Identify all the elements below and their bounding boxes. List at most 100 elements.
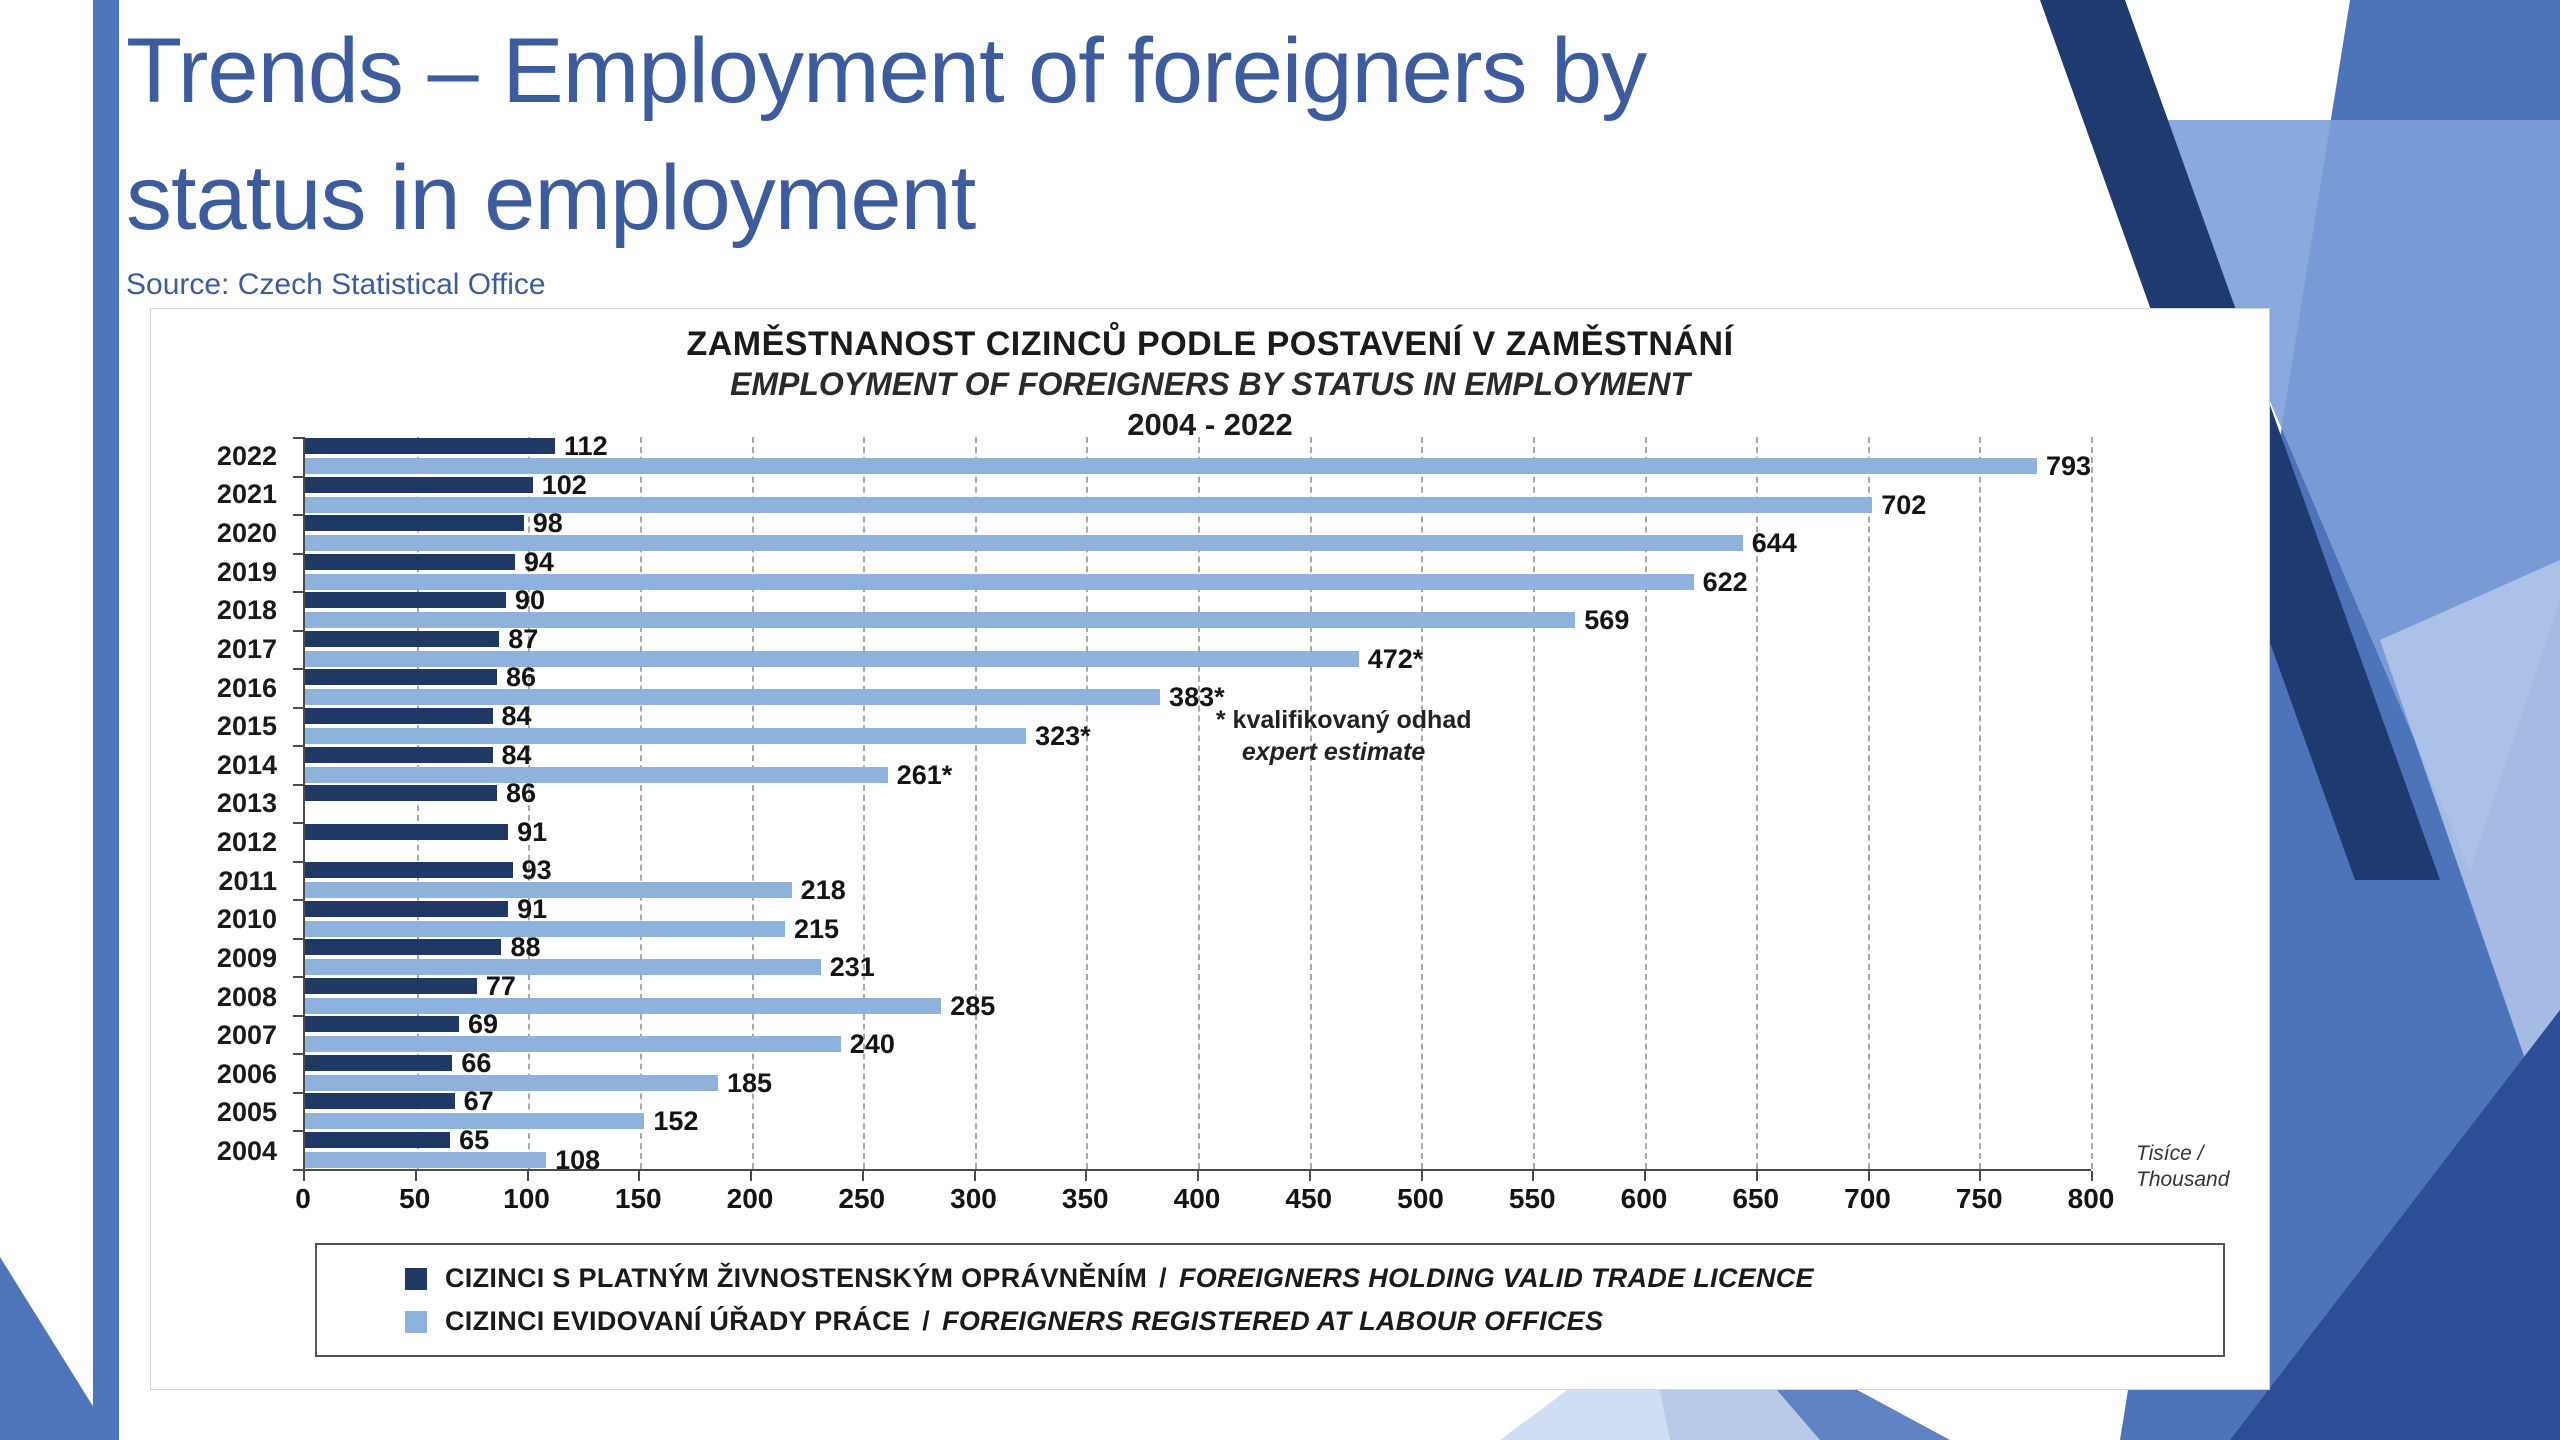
- year-label: 2020: [216, 518, 277, 549]
- x-tick-label: 600: [1620, 1183, 1668, 1214]
- legend-label-english: FOREIGNERS REGISTERED AT LABOUR OFFICES: [942, 1306, 1604, 1336]
- bar-line-registered: 261*: [305, 761, 2091, 788]
- y-axis-tick: [293, 783, 305, 786]
- bar: [305, 707, 493, 724]
- y-axis-tick: [293, 552, 305, 555]
- year-row: 69 240: [305, 1009, 2091, 1058]
- bar: [305, 977, 477, 994]
- bar: [305, 1113, 645, 1130]
- bar: [305, 496, 1873, 513]
- annotation-czech: * kvalifikovaný odhad: [1215, 706, 1472, 735]
- year-row: 88 231: [305, 934, 2091, 981]
- bar: [305, 476, 533, 493]
- year-row: 86 383*: [305, 662, 2091, 711]
- bar-line-trade: 102: [305, 471, 2091, 498]
- year-label: 2012: [216, 827, 277, 858]
- bar-value-label: 86: [505, 662, 537, 693]
- year-label: 2005: [216, 1097, 277, 1128]
- x-tick-label: 400: [1173, 1183, 1221, 1214]
- x-tick-label: 300: [950, 1183, 997, 1214]
- bar: [305, 727, 1027, 744]
- bar: [305, 785, 497, 802]
- bar-value-label: 94: [523, 546, 554, 577]
- y-axis-tick: [293, 475, 305, 478]
- x-axis-tick: [1979, 1171, 1982, 1181]
- bar-value-label: 66: [461, 1047, 492, 1078]
- bar-line-trade: 90: [305, 587, 2091, 614]
- bar: [305, 1093, 455, 1110]
- x-axis-tick: [1532, 1171, 1535, 1181]
- gridline: [751, 437, 754, 1169]
- bar-value-label: 323*: [1035, 720, 1091, 751]
- year-row: 84 323*: [305, 702, 2091, 751]
- x-tick-label: 250: [838, 1183, 886, 1214]
- gridline: [1421, 437, 1424, 1169]
- bar-line-trade: 66: [305, 1047, 2091, 1078]
- y-axis-tick: [293, 514, 305, 517]
- gridline: [1532, 437, 1535, 1169]
- y-axis-tick: [293, 976, 305, 979]
- bar-line-registered: 215: [305, 915, 2091, 942]
- y-axis-tick: [293, 1130, 305, 1133]
- bar: [305, 669, 497, 686]
- bar: [305, 1016, 460, 1033]
- bar-line-registered: 383*: [305, 684, 2091, 711]
- year-label: 2011: [218, 865, 277, 896]
- bar-line-registered: 231: [305, 954, 2091, 981]
- legend-separator: /: [1159, 1263, 1167, 1293]
- page-title-line-2: status in employment: [126, 146, 976, 249]
- year-row: 84 261*: [305, 739, 2091, 788]
- bar: [305, 1054, 453, 1071]
- x-axis-tick: [750, 1171, 752, 1181]
- y-axis-tick: [293, 1091, 305, 1094]
- chart-title-period: 2004 - 2022: [1127, 407, 1293, 442]
- x-tick-label: 500: [1397, 1183, 1444, 1214]
- x-axis-tick: [861, 1171, 864, 1181]
- bar: [305, 573, 1694, 590]
- year-label: 2013: [216, 788, 277, 819]
- bar: [305, 553, 515, 570]
- gridline: [1086, 437, 1089, 1169]
- year-row: 65 108: [305, 1126, 2091, 1173]
- legend-swatch: [405, 1267, 427, 1290]
- x-tick-label: 350: [1061, 1183, 1109, 1214]
- bar: [305, 515, 524, 532]
- year-label: 2015: [216, 711, 277, 742]
- bar-line-registered: 622: [305, 568, 2091, 595]
- page-title: Trends – Employment of foreigners by sta…: [126, 8, 1926, 262]
- bar-line-trade: 87: [305, 625, 2091, 652]
- gridline: [1979, 437, 1982, 1169]
- year-label: 2017: [216, 633, 277, 664]
- x-tick-label: 200: [726, 1183, 774, 1214]
- x-tick-label: 150: [614, 1183, 662, 1214]
- bar-line-registered: 285: [305, 992, 2091, 1019]
- year-row: 87 472*: [305, 625, 2091, 672]
- gridline: [1309, 437, 1312, 1169]
- axis-unit-czech: Tisíce /: [2136, 1142, 2204, 1165]
- year-row: 91: [305, 818, 2091, 861]
- y-axis-tick: [293, 822, 305, 825]
- deco-left-strip: [93, 0, 119, 1440]
- year-row: 112 793: [305, 433, 2091, 480]
- x-axis-tick: [2091, 1171, 2093, 1181]
- year-label: 2019: [216, 556, 277, 587]
- x-axis: 0 50 100 150 200 250 300 350 400 450 500 550 600 650 7…: [295, 1171, 2114, 1219]
- bar-line-trade: 98: [305, 510, 2091, 537]
- bar-value-label: 67: [463, 1086, 494, 1117]
- bar-value-label: 77: [485, 970, 516, 1001]
- x-axis-tick: [638, 1171, 641, 1181]
- bar-value-label: 84: [501, 739, 532, 770]
- bar-line-registered: 108: [305, 1146, 2091, 1173]
- x-axis-tick: [303, 1171, 305, 1181]
- bar-value-label: 69: [468, 1009, 499, 1040]
- bar-rows: 112 793 102 702 98 644 94 622 90 569 87 472* 86 383* 8…: [305, 433, 2091, 1173]
- chart-legend: CIZINCI S PLATNÝM ŽIVNOSTENSKÝM OPRÁVNĚN…: [315, 1243, 2225, 1357]
- x-axis-tick: [1420, 1171, 1423, 1181]
- year-label: 2008: [216, 981, 277, 1012]
- year-row: 93 218: [305, 857, 2091, 904]
- bar-line-trade: 93: [305, 857, 2091, 884]
- year-row: 94 622: [305, 546, 2091, 595]
- bar-line-registered: 644: [305, 530, 2091, 557]
- y-axis-tick: [293, 706, 305, 709]
- x-axis-tick: [1308, 1171, 1311, 1181]
